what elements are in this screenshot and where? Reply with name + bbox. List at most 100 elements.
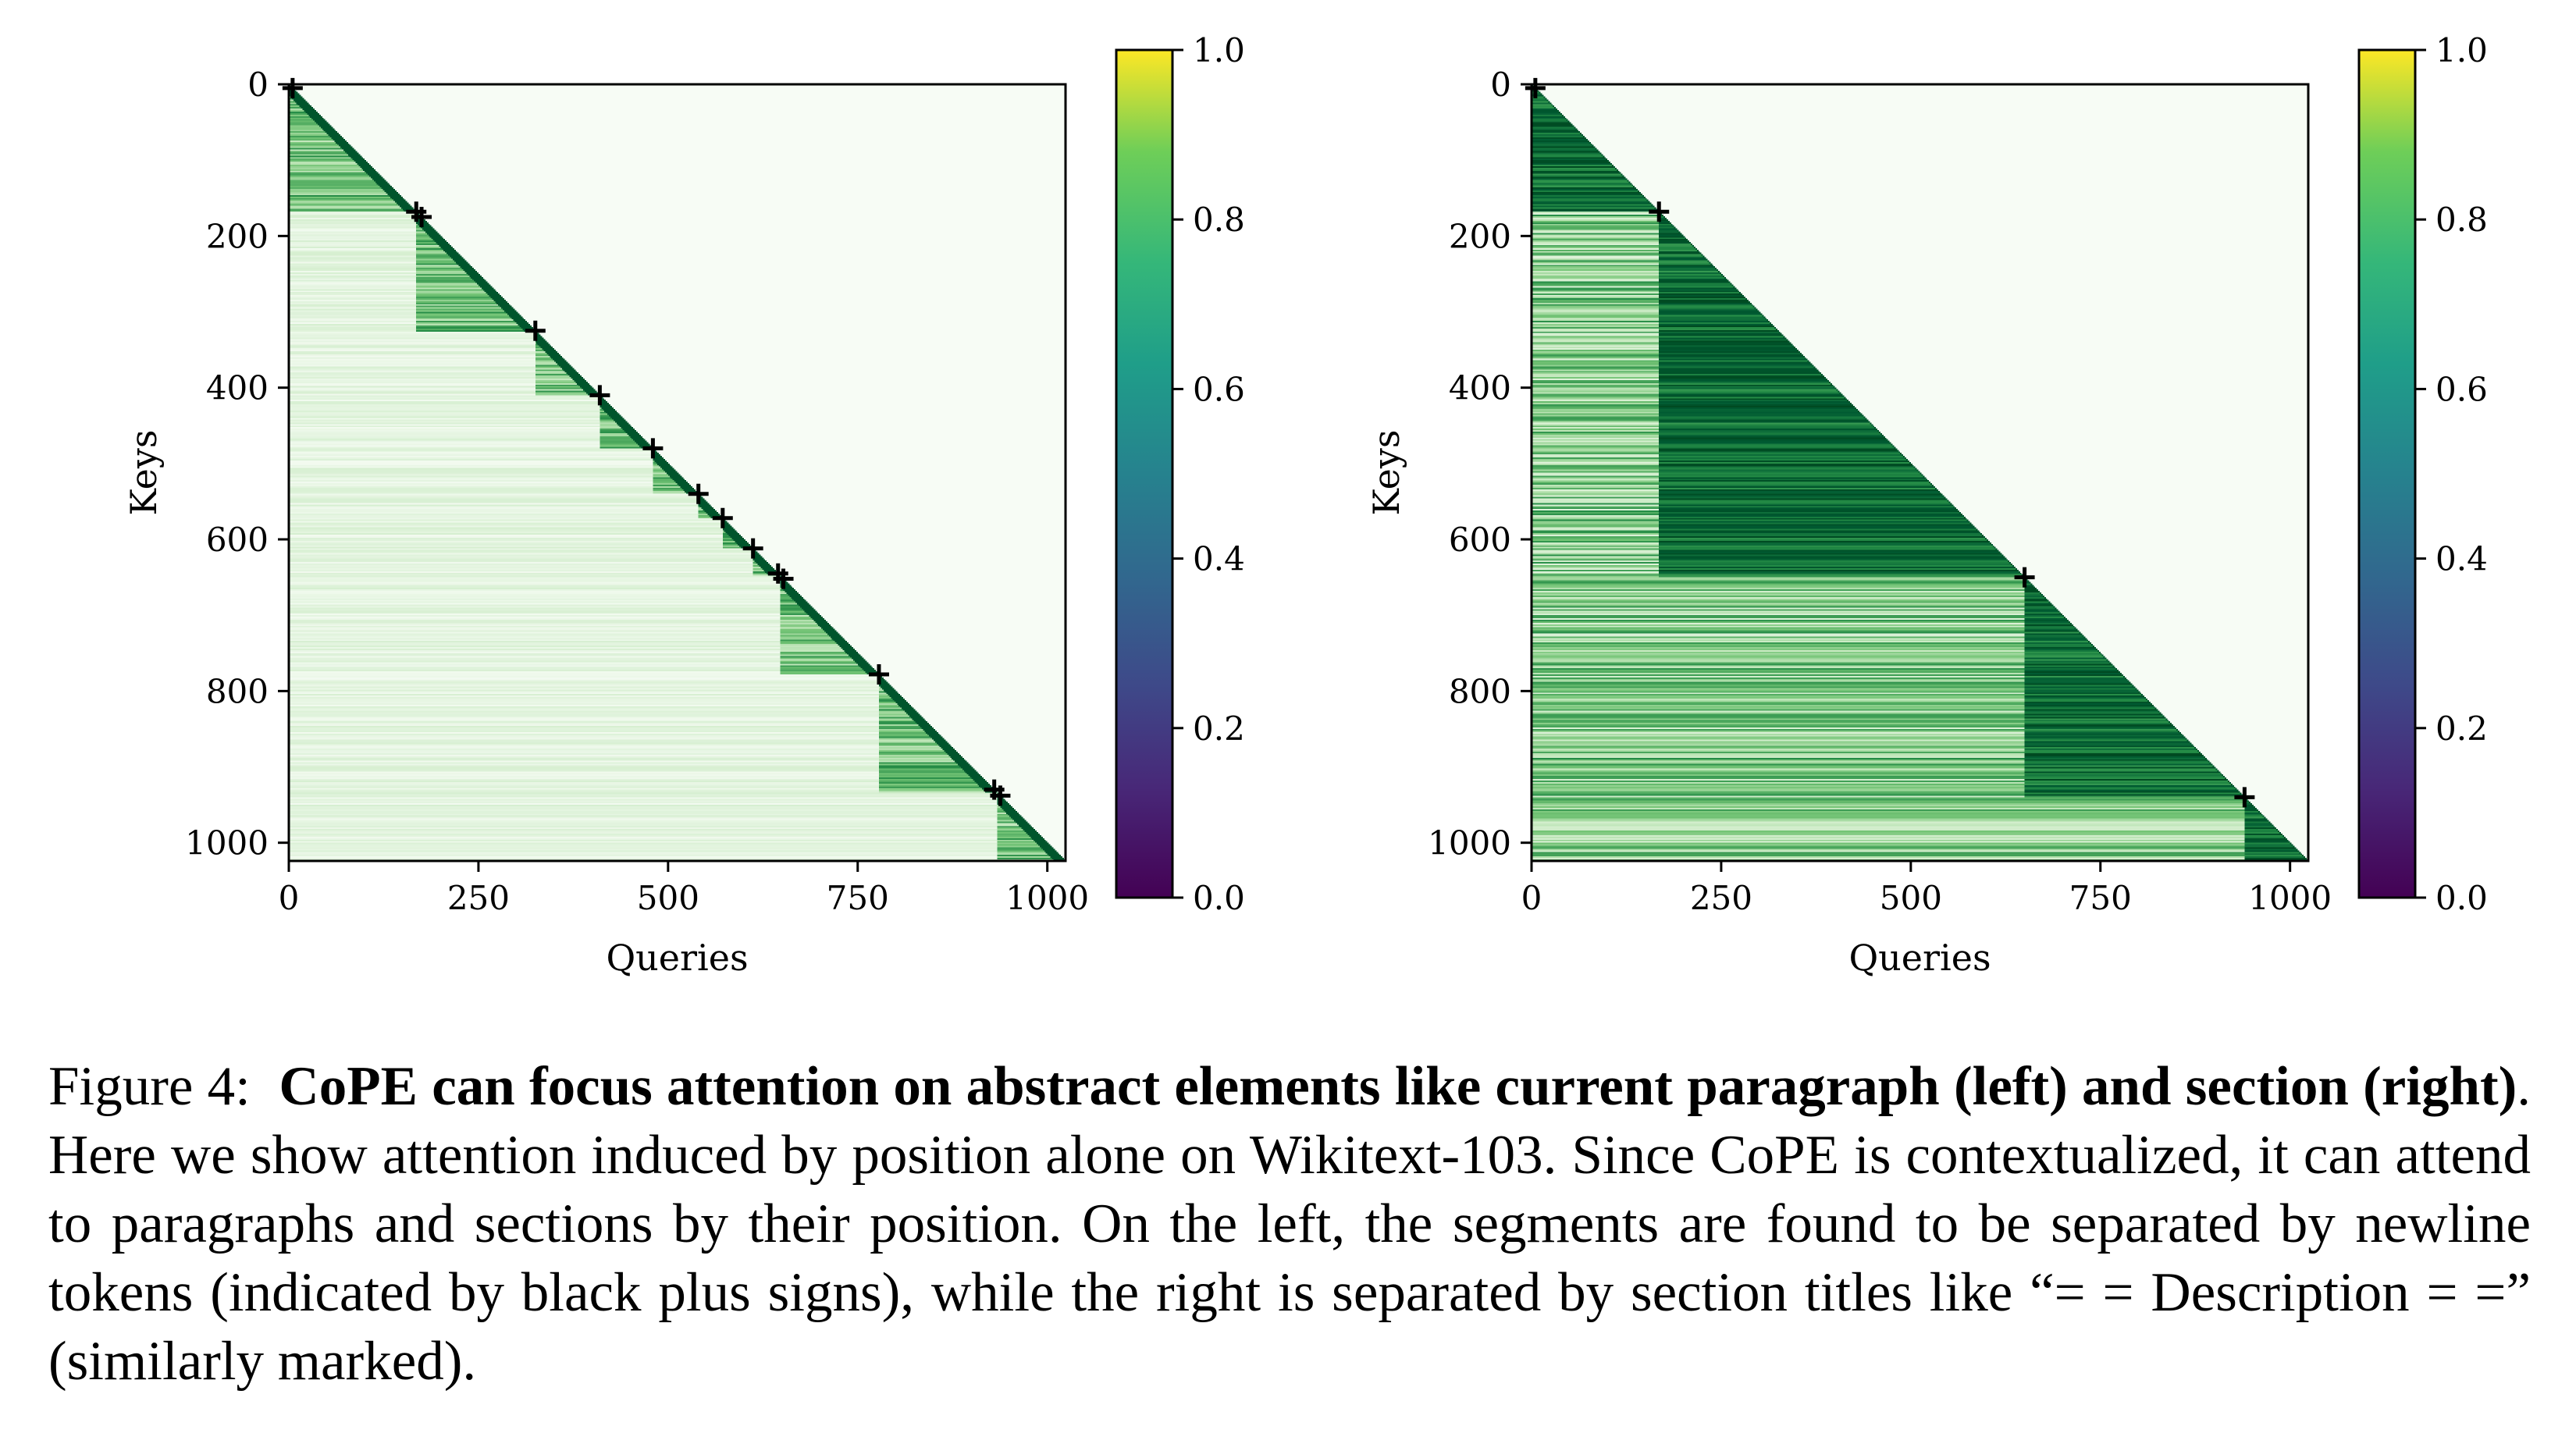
heatmap-row-diagonal — [830, 636, 843, 638]
x-tick-label: 0 — [1521, 879, 1542, 917]
heatmap-row-segment — [1659, 226, 1674, 229]
heatmap-row-diagonal — [849, 654, 861, 657]
heatmap-row-diagonal — [553, 358, 565, 361]
heatmap-row-prev — [289, 286, 417, 288]
heatmap-row-diagonal — [1921, 474, 1923, 476]
heatmap-row-prev — [289, 493, 699, 496]
heatmap-row-diagonal — [1971, 524, 1973, 526]
heatmap-row-prev — [289, 463, 653, 466]
heatmap-row-prev — [289, 598, 781, 601]
heatmap-row-prev — [289, 263, 417, 265]
heatmap-row-diagonal — [698, 496, 703, 499]
heatmap-row-segment — [535, 386, 591, 389]
heatmap-row-prev — [289, 557, 753, 560]
heatmap-row-prev — [289, 445, 600, 447]
heatmap-row-diagonal — [2153, 706, 2155, 709]
heatmap-row-diagonal — [1881, 434, 1884, 437]
heatmap-row-prev — [1532, 847, 2245, 849]
heatmap-row-prev — [1532, 805, 2245, 807]
heatmap-row-diagonal — [2064, 617, 2066, 619]
heatmap-row-prev — [289, 633, 781, 635]
heatmap-row-prev — [289, 440, 600, 443]
heatmap-row-diagonal — [2083, 636, 2086, 638]
heatmap-row-diagonal — [2241, 794, 2243, 796]
heatmap-row-prev — [1532, 416, 1660, 418]
heatmap-row-diagonal — [2288, 841, 2290, 844]
heatmap-row-diagonal — [613, 419, 626, 421]
heatmap-row-diagonal — [1037, 842, 1049, 845]
heatmap-row-segment — [1659, 517, 1966, 521]
heatmap-row-diagonal — [325, 131, 338, 133]
heatmap-row-prev — [289, 610, 781, 613]
heatmap-row-prev — [289, 269, 417, 272]
heatmap-row-diagonal — [1995, 548, 1998, 551]
heatmap-row-segment — [878, 701, 906, 704]
heatmap-row-prev — [1532, 315, 1660, 317]
heatmap-row-segment — [1659, 387, 1835, 390]
heatmap-row-diagonal — [1768, 321, 1770, 323]
heatmap-row-diagonal — [2021, 574, 2023, 577]
heatmap-row-prev — [289, 260, 417, 262]
heatmap-row-prev — [289, 510, 699, 513]
heatmap-row-diagonal — [322, 128, 335, 130]
heatmap-row-prev — [289, 390, 535, 393]
heatmap-row-segment — [535, 363, 568, 365]
heatmap-row-diagonal — [384, 190, 397, 193]
heatmap-row-segment — [289, 162, 367, 164]
heatmap-row-prev — [289, 762, 879, 765]
heatmap-row-prev — [1532, 536, 1660, 539]
heatmap-row-diagonal — [881, 688, 895, 690]
heatmap-row-segment — [1659, 528, 1976, 531]
heatmap-row-segment — [997, 845, 1051, 848]
heatmap-row-segment — [1532, 169, 1617, 172]
heatmap-row-prev — [1532, 692, 2025, 695]
heatmap-row-segment — [780, 639, 845, 642]
heatmap-row-prev — [1532, 333, 1660, 336]
heatmap-row-prev — [289, 836, 998, 839]
heatmap-row-segment — [2024, 598, 2046, 601]
heatmap-row-segment — [1659, 379, 1827, 382]
heatmap-row-segment — [1659, 242, 1690, 244]
heatmap-row-prev — [1532, 336, 1660, 338]
heatmap-row-prev — [289, 337, 535, 340]
heatmap-row-prev — [1532, 858, 2245, 860]
heatmap-row-segment — [1659, 286, 1734, 288]
heatmap-row-prev — [1532, 829, 2245, 831]
heatmap-row-diagonal — [2226, 779, 2229, 781]
figure-caption: Figure 4: CoPE can focus attention on ab… — [48, 1052, 2531, 1396]
heatmap-row-diagonal — [580, 386, 592, 389]
heatmap-row-segment — [2024, 701, 2149, 704]
heatmap-row-diagonal — [2197, 750, 2200, 752]
heatmap-row-prev — [1532, 524, 1660, 526]
heatmap-row-prev — [1532, 482, 1660, 484]
heatmap-row-diagonal — [2027, 580, 2030, 582]
heatmap-row-diagonal — [1636, 189, 1638, 191]
heatmap-row-segment — [289, 186, 391, 188]
heatmap-row-segment — [1659, 562, 2010, 564]
heatmap-row-prev — [1532, 836, 2245, 839]
heatmap-row-prev — [289, 340, 535, 343]
heatmap-row-prev — [1532, 343, 1660, 346]
heatmap-row-segment — [2024, 641, 2089, 643]
heatmap-row-prev — [289, 659, 781, 661]
heatmap-row-prev — [1532, 646, 2025, 648]
heatmap-row-diagonal — [1884, 437, 1887, 440]
heatmap-row-segment — [1659, 434, 1882, 437]
heatmap-row-diagonal — [810, 617, 824, 619]
heatmap-row-diagonal — [2127, 680, 2129, 683]
heatmap-row-prev — [289, 707, 879, 710]
heatmap-row-diagonal — [619, 425, 632, 428]
heatmap-row-prev — [289, 596, 781, 599]
heatmap-row-diagonal — [1879, 432, 1880, 434]
heatmap-row-segment — [289, 116, 321, 119]
heatmap-row-prev — [289, 538, 723, 540]
heatmap-row-diagonal — [1571, 123, 1573, 126]
heatmap-row-prev — [1532, 326, 1660, 329]
heatmap-row-diagonal — [1781, 334, 1784, 336]
heatmap-row-segment — [2244, 836, 2284, 839]
heatmap-row-prev — [289, 331, 535, 334]
heatmap-row-diagonal — [699, 506, 713, 508]
heatmap-row-segment — [1659, 553, 2001, 555]
heatmap-row-prev — [289, 387, 535, 390]
heatmap-row-segment — [1659, 480, 1928, 482]
